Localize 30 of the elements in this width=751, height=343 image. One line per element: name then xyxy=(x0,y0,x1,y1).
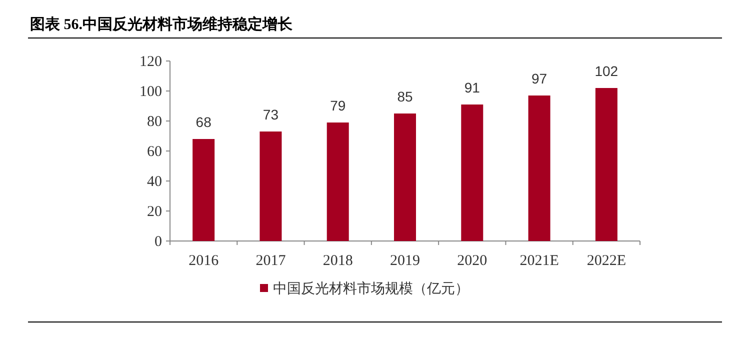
x-tick-label: 2016 xyxy=(188,253,220,269)
bar xyxy=(192,139,215,241)
x-tick-label: 2019 xyxy=(390,253,420,269)
bar xyxy=(528,96,550,241)
x-tick-label: 2017 xyxy=(256,253,286,269)
data-label: 85 xyxy=(397,88,413,104)
data-label: 102 xyxy=(594,63,618,79)
data-label: 73 xyxy=(262,106,279,122)
data-label: 91 xyxy=(464,80,480,96)
x-tick-label: 2018 xyxy=(322,253,353,269)
data-label: 68 xyxy=(196,114,212,130)
y-tick-label: 60 xyxy=(147,144,162,160)
x-tick-label: 2022E xyxy=(586,253,626,269)
data-label: 97 xyxy=(531,70,548,86)
bar xyxy=(260,132,282,241)
chart-title: 图表 56.中国反光材料市场维持稳定增长 xyxy=(30,15,294,33)
y-tick-label: 40 xyxy=(147,174,162,190)
x-tick-label: 2020 xyxy=(457,253,488,269)
bar xyxy=(461,104,484,241)
bar xyxy=(394,114,416,241)
x-tick-label: 2021E xyxy=(520,253,559,269)
bar xyxy=(595,88,618,241)
y-tick-label: 20 xyxy=(147,204,162,220)
y-tick-label: 80 xyxy=(147,114,162,130)
data-label: 79 xyxy=(330,98,346,114)
bar xyxy=(326,122,349,241)
y-tick-label: 0 xyxy=(154,234,162,250)
legend-label: 中国反光材料市场规模（亿元） xyxy=(273,280,469,296)
y-tick-label: 100 xyxy=(140,84,162,100)
y-tick-label: 120 xyxy=(140,54,162,70)
